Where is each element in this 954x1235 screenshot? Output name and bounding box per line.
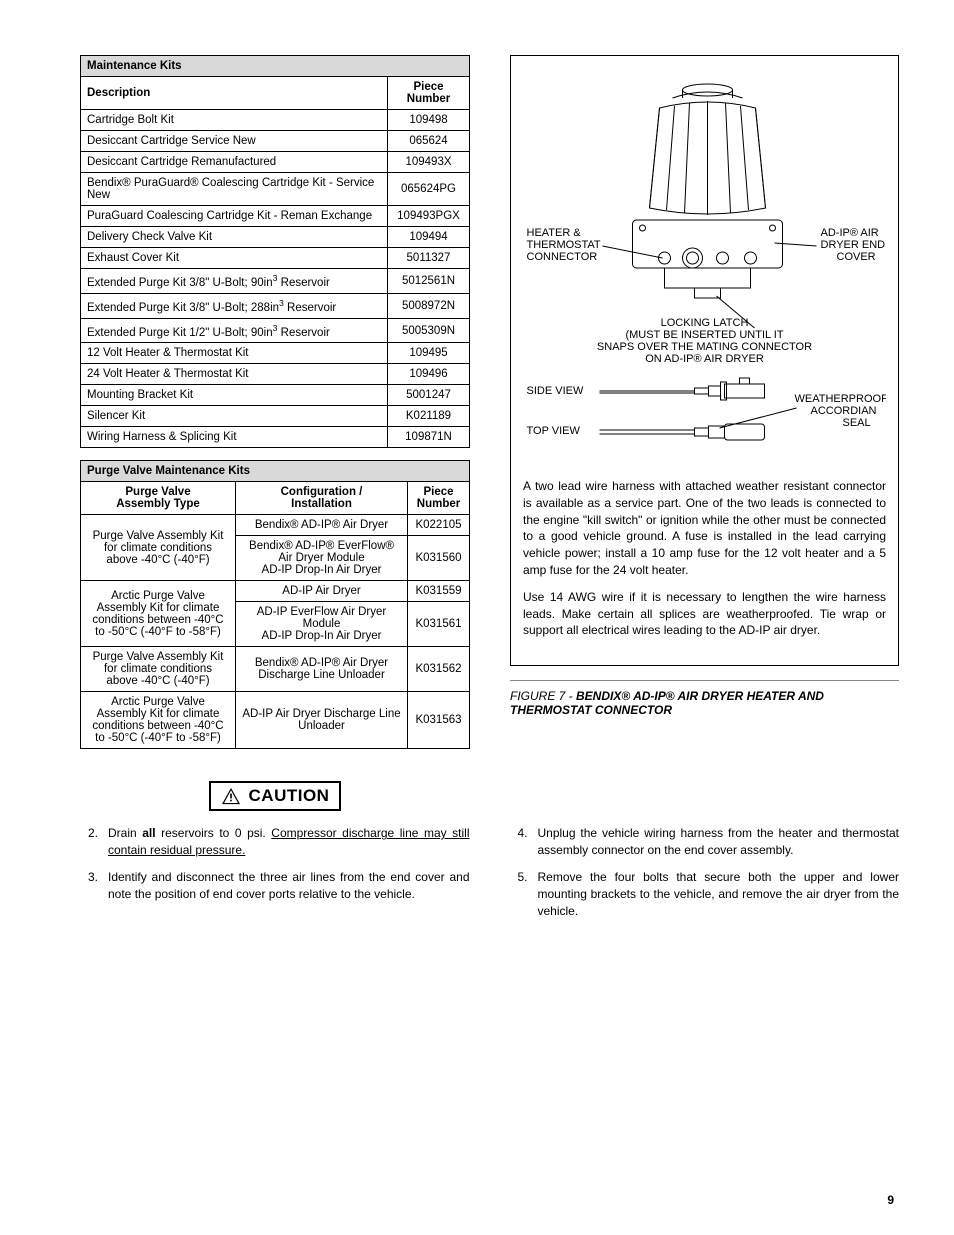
table-row: Arctic Purge Valve Assembly Kit for clim… (81, 692, 470, 749)
table-row: Extended Purge Kit 3/8" U-Bolt; 288in3 R… (81, 293, 470, 318)
svg-text:CONNECTOR: CONNECTOR (527, 251, 598, 263)
table-row: Arctic Purge Valve Assembly Kit for clim… (81, 581, 470, 602)
svg-text:DRYER END: DRYER END (821, 239, 886, 251)
table-row: 12 Volt Heater & Thermostat Kit109495 (81, 343, 470, 364)
svg-text:SEAL: SEAL (843, 417, 871, 429)
svg-text:ON AD-IP® AIR DRYER: ON AD-IP® AIR DRYER (645, 353, 764, 365)
step-2: 2. Drain all reservoirs to 0 psi. Compre… (80, 825, 470, 859)
label-side-view: SIDE VIEW (527, 385, 584, 397)
step-4: 4. Unplug the vehicle wiring harness fro… (510, 825, 900, 859)
figure-body-text: A two lead wire harness with attached we… (523, 478, 886, 639)
caution-label: CAUTION (249, 786, 330, 806)
table-row: Purge Valve Assembly Kit for climate con… (81, 647, 470, 692)
table-row: Delivery Check Valve Kit109494 (81, 227, 470, 248)
table-row: PuraGuard Coalescing Cartridge Kit - Rem… (81, 206, 470, 227)
caution-box: CAUTION (209, 781, 342, 811)
step-3: 3. Identify and disconnect the three air… (80, 869, 470, 903)
table-row: Mounting Bracket Kit5001247 (81, 385, 470, 406)
table-row: Desiccant Cartridge Service New065624 (81, 131, 470, 152)
label-latch: LOCKING LATCH (661, 317, 749, 329)
label-top-view: TOP VIEW (527, 425, 581, 437)
label-heater: HEATER & (527, 227, 582, 239)
page-number: 9 (887, 1193, 894, 1207)
svg-text:(MUST BE INSERTED UNTIL IT: (MUST BE INSERTED UNTIL IT (625, 329, 783, 341)
table-row: Extended Purge Kit 3/8" U-Bolt; 90in3 Re… (81, 269, 470, 294)
figure-caption: FIGURE 7 - BENDIX® AD-IP® AIR DRYER HEAT… (510, 680, 899, 717)
air-dryer-diagram: HEATER & THERMOSTAT CONNECTOR AD-IP® AIR… (523, 68, 886, 458)
label-cover: AD-IP® AIR (821, 227, 879, 239)
svg-text:SNAPS OVER THE MATING CONNECTO: SNAPS OVER THE MATING CONNECTOR (597, 341, 812, 353)
warning-icon (221, 787, 241, 805)
col-piece-number: PieceNumber (408, 482, 470, 515)
table-row: Wiring Harness & Splicing Kit109871N (81, 427, 470, 448)
svg-text:COVER: COVER (837, 251, 876, 263)
svg-text:ACCORDIAN: ACCORDIAN (811, 405, 877, 417)
col-config: Configuration /Installation (236, 482, 408, 515)
table-title: Maintenance Kits (81, 56, 470, 77)
label-seal: WEATHERPROOF (795, 393, 887, 405)
step-5: 5. Remove the four bolts that secure bot… (510, 869, 900, 919)
table-row: 24 Volt Heater & Thermostat Kit109496 (81, 364, 470, 385)
table-row: Desiccant Cartridge Remanufactured109493… (81, 152, 470, 173)
table-row: Bendix® PuraGuard® Coalescing Cartridge … (81, 173, 470, 206)
svg-text:THERMOSTAT: THERMOSTAT (527, 239, 601, 251)
figure-7-box: HEATER & THERMOSTAT CONNECTOR AD-IP® AIR… (510, 55, 899, 666)
table-row: Extended Purge Kit 1/2" U-Bolt; 90in3 Re… (81, 318, 470, 343)
table-title: Purge Valve Maintenance Kits (81, 461, 470, 482)
purge-valve-table: Purge Valve Maintenance Kits Purge Valve… (80, 460, 470, 749)
table-row: Silencer KitK021189 (81, 406, 470, 427)
table-row: Exhaust Cover Kit5011327 (81, 248, 470, 269)
table-row: Cartridge Bolt Kit109498 (81, 110, 470, 131)
table-row: Purge Valve Assembly Kit for climate con… (81, 515, 470, 536)
col-piece-number: Piece Number (388, 77, 470, 110)
col-assembly-type: Purge ValveAssembly Type (81, 482, 236, 515)
col-description: Description (81, 77, 388, 110)
maintenance-kits-table: Maintenance Kits Description Piece Numbe… (80, 55, 470, 448)
